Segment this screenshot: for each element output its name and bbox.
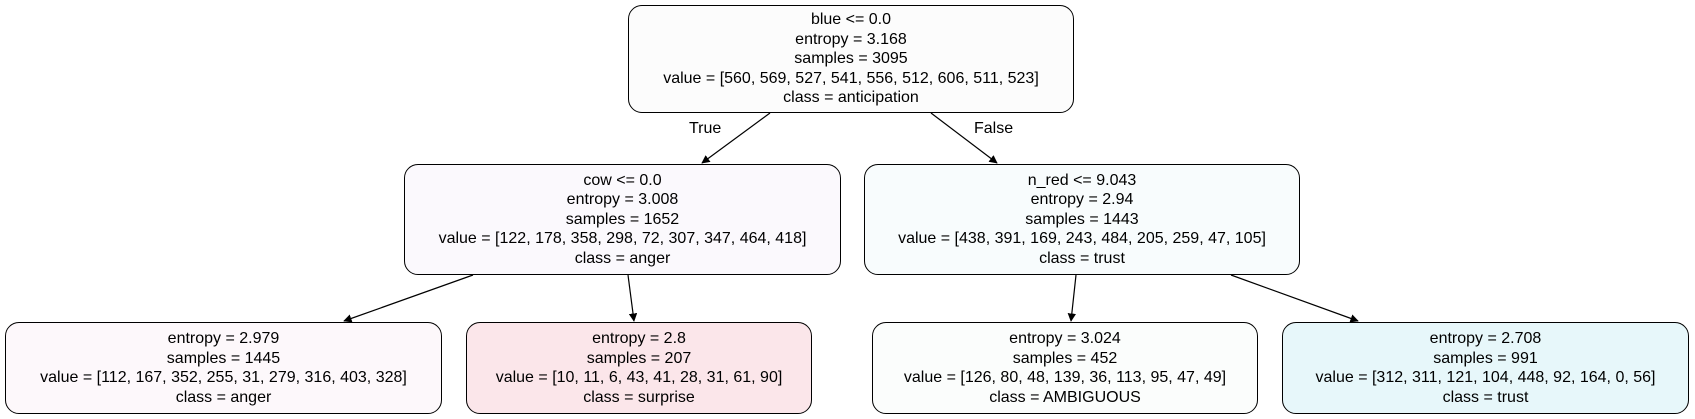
- node-line: samples = 3095: [794, 50, 908, 68]
- node-line: entropy = 2.708: [1429, 330, 1542, 347]
- node-line: samples = 1652: [565, 210, 680, 228]
- tree-node-left: cow <= 0.0 entropy = 3.008 samples = 1652 v…: [404, 164, 841, 275]
- node-line: samples = 991: [1433, 349, 1538, 367]
- node-line: class = trust: [1039, 249, 1125, 267]
- tree-leaf-right-right: entropy = 2.708 samples = 991 value = [312…: [1282, 322, 1689, 414]
- node-line: value = [126, 80, 48, 139, 36, 113, 95, …: [903, 369, 1227, 386]
- node-line: cow <= 0.0: [583, 171, 662, 189]
- edge-left-lr: [627, 274, 638, 322]
- node-line: class = AMBIGUOUS: [989, 388, 1141, 406]
- edge-root-left: [701, 112, 771, 164]
- node-line: value = [122, 178, 358, 298, 72, 307, 34…: [438, 230, 807, 248]
- edge-label-true: True: [689, 120, 722, 137]
- node-line: n_red <= 9.043: [1027, 171, 1137, 189]
- node-line: class = surprise: [583, 388, 695, 406]
- node-line: entropy = 2.979: [167, 330, 280, 347]
- tree-node-right: n_red <= 9.043 entropy = 2.94 samples = 14…: [864, 164, 1300, 275]
- node-line: class = anticipation: [783, 89, 919, 107]
- node-line: samples = 452: [1012, 349, 1118, 367]
- edge-root-right: [930, 112, 998, 164]
- node-line: entropy = 3.024: [1009, 330, 1121, 347]
- tree-leaf-left-right: entropy = 2.8 samples = 207 value = [10, 1…: [466, 322, 812, 414]
- node-line: entropy = 3.008: [566, 191, 679, 209]
- node-line: entropy = 3.168: [795, 30, 907, 48]
- node-line: class = anger: [574, 249, 671, 267]
- tree-node-root: blue <= 0.0 entropy = 3.168 samples = 3095…: [628, 5, 1074, 113]
- edge-left-ll: [343, 274, 474, 323]
- node-line: class = anger: [175, 388, 272, 406]
- node-line: value = [560, 569, 527, 541, 556, 512, 6…: [663, 69, 1039, 87]
- tree-leaf-left-left: entropy = 2.979 samples = 1445 value = [11…: [5, 322, 442, 414]
- node-line: blue <= 0.0: [810, 11, 892, 29]
- edge-right-rr: [1230, 274, 1359, 323]
- node-line: samples = 207: [586, 349, 692, 367]
- edge-label-false: False: [974, 120, 1014, 137]
- node-line: samples = 1445: [166, 349, 281, 367]
- node-line: entropy = 2.94: [1030, 191, 1134, 209]
- edge-right-rl: [1067, 274, 1077, 322]
- node-line: value = [312, 311, 121, 104, 448, 92, 16…: [1315, 369, 1656, 386]
- node-line: value = [10, 11, 6, 43, 41, 28, 31, 61, …: [495, 369, 783, 386]
- node-line: entropy = 2.8: [592, 330, 686, 347]
- node-line: samples = 1443: [1025, 210, 1139, 228]
- node-line: value = [438, 391, 169, 243, 484, 205, 2…: [898, 230, 1266, 248]
- node-line: class = trust: [1442, 388, 1529, 406]
- node-line: value = [112, 167, 352, 255, 31, 279, 31…: [40, 369, 407, 386]
- tree-leaf-right-left: entropy = 3.024 samples = 452 value = [126…: [872, 322, 1258, 414]
